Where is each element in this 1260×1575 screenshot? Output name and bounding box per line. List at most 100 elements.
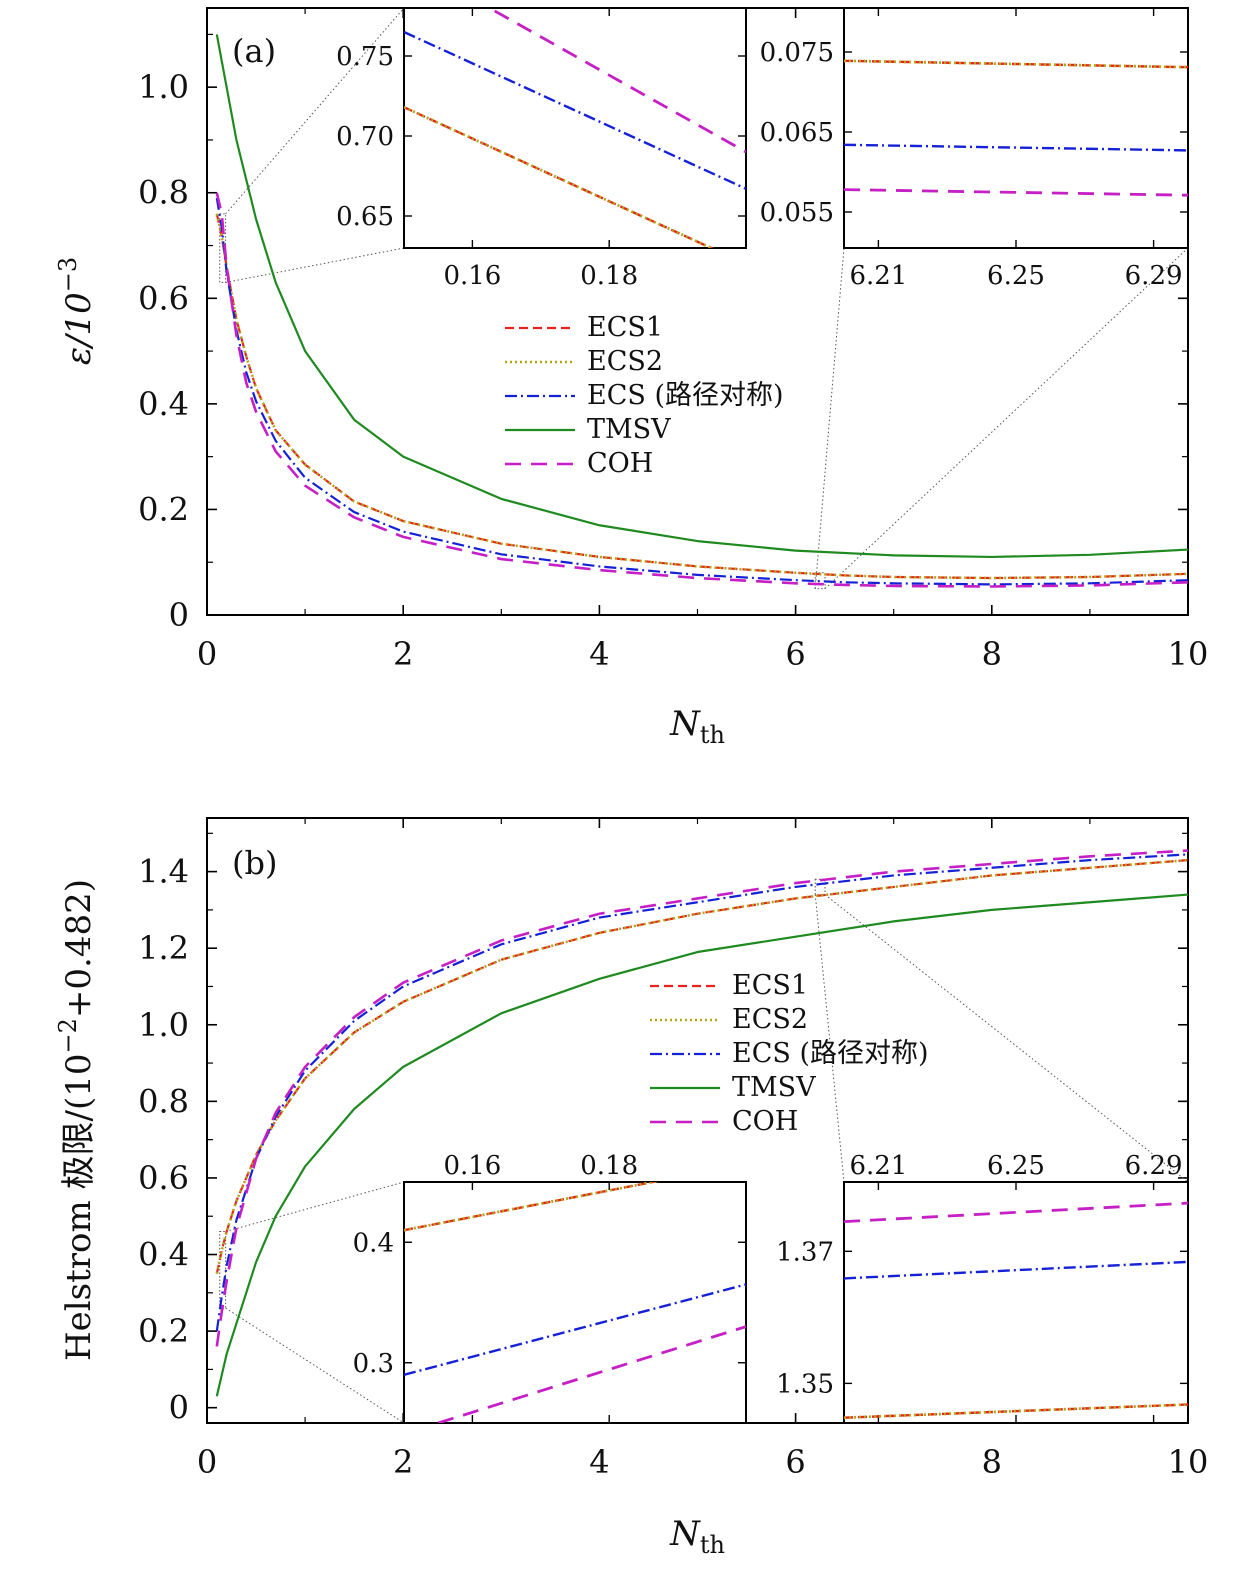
inset-series-line-ecs <box>844 143 1188 152</box>
series-line-coh <box>215 192 1188 588</box>
y-tick-label: 0.6 <box>138 1159 189 1197</box>
inset-series-line-ecs <box>844 1260 1188 1280</box>
x-tick-label: 0 <box>197 635 217 673</box>
y-tick-label: 0 <box>169 596 189 634</box>
legend-entry: TMSV <box>732 1072 816 1103</box>
zoom-connector-line <box>225 7 405 215</box>
inset-x-tick-label: 0.16 <box>443 261 501 291</box>
zoom-connector-line <box>225 247 405 283</box>
inset-series-line-ecs <box>404 1283 746 1376</box>
inset-1: 6.21 6.25 6.29 1.35 1.37 <box>776 1151 1189 1424</box>
legend-entry: ECS1 <box>587 312 663 343</box>
y-tick-label: 0.8 <box>138 1082 189 1120</box>
inset-y-tick-label: 1.35 <box>776 1369 834 1399</box>
inset-y-tick-label: 0.4 <box>353 1228 394 1258</box>
series-line-ecs1 <box>215 213 1188 580</box>
series-line-coh <box>215 849 1188 1347</box>
inset-y-tick-label: 0.065 <box>760 118 834 148</box>
legend-entry: ECS2 <box>587 346 663 377</box>
zoom-connector-line <box>824 247 1189 589</box>
zoom-connector-line <box>225 1181 405 1233</box>
inset-frame <box>843 1181 1189 1424</box>
inset-series-line-ecs2 <box>844 1403 1188 1420</box>
y-axis-label-exponent: −2 <box>54 1018 82 1053</box>
inset-y-tick-label: 0.055 <box>760 198 834 228</box>
inset-x-tick-label: 6.25 <box>987 1151 1045 1181</box>
x-tick-label: 8 <box>982 1443 1002 1481</box>
inset-x-tick-label: 6.25 <box>987 261 1045 291</box>
y-axis-label-tail: +0.482) <box>59 879 99 1018</box>
y-tick-label: 0.6 <box>138 279 189 317</box>
inset-series-line-ecs <box>404 30 746 190</box>
inset-series-group <box>404 1182 746 1423</box>
panel-label: (a) <box>232 32 276 70</box>
legend-entry: COH <box>587 448 653 479</box>
x-tick-label: 4 <box>589 1443 609 1481</box>
x-axis-label-main: N <box>669 704 701 744</box>
inset-frame <box>403 7 747 249</box>
y-tick-label: 0.4 <box>138 385 189 423</box>
y-axis-label: Helstrom 极限/(10−2+0.482) <box>54 879 99 1361</box>
zoom-connector-line <box>814 247 845 589</box>
inset-x-tick-label: 6.21 <box>849 261 907 291</box>
inset-x-tick-label: 0.16 <box>443 1151 501 1181</box>
inset-series-line-coh <box>437 1325 746 1423</box>
x-axis-label: Nth <box>669 704 725 749</box>
x-tick-label: 6 <box>785 1443 805 1481</box>
inset-1: 6.21 6.25 6.29 0.055 0.065 0.075 <box>760 7 1189 291</box>
legend-entry: TMSV <box>587 414 671 445</box>
inset-series-line-coh <box>844 1201 1188 1224</box>
inset-series-group <box>404 8 746 248</box>
legend-entry: ECS (路径对称) <box>732 1038 929 1069</box>
x-axis-label-sub: th <box>700 721 725 749</box>
zoom-region-box <box>814 878 826 896</box>
x-tick-label: 8 <box>982 635 1002 673</box>
series-line-ecs2 <box>215 858 1188 1274</box>
y-axis-label-exponent: −3 <box>54 257 82 292</box>
series-line-tmsv <box>215 893 1188 1397</box>
panel-label: (b) <box>232 844 277 882</box>
x-axis-label-sub: th <box>700 1531 725 1559</box>
inset-series-line-ecs2 <box>844 59 1188 69</box>
panel-b: 0 2 4 6 8 10 0 0.2 0.4 0.6 0.8 1.0 1.2 1.4 Nth Helstrom… <box>54 817 1209 1559</box>
y-tick-label: 0.2 <box>138 490 189 528</box>
panel-a: 0 2 4 6 8 1000.20.40.60.81.0Nthε/10−3(a)ECS1E… <box>54 7 1209 749</box>
inset-series-group <box>844 1201 1188 1420</box>
inset-x-tick-label: 6.29 <box>1125 1151 1183 1181</box>
x-tick-label: 10 <box>1168 1443 1209 1481</box>
legend-entry: ECS2 <box>732 1004 808 1035</box>
inset-series-line-coh <box>844 188 1188 197</box>
legend-entry: COH <box>732 1106 798 1137</box>
inset-y-tick-label: 0.3 <box>353 1349 394 1379</box>
inset-series-group <box>844 59 1188 197</box>
inset-y-tick-label: 1.37 <box>776 1237 834 1267</box>
x-tick-label: 4 <box>589 635 609 673</box>
inset-series-line-coh <box>486 8 746 154</box>
inset-y-tick-label: 0.075 <box>760 38 834 68</box>
inset-x-tick-label: 0.18 <box>580 1151 638 1181</box>
x-axis-label-main: N <box>669 1514 701 1554</box>
x-axis-label: Nth <box>669 1514 725 1559</box>
inset-series-line-ecs1 <box>404 106 714 248</box>
y-tick-label: 0 <box>169 1389 189 1427</box>
inset-frame <box>403 1181 747 1424</box>
legend-entry: ECS (路径对称) <box>587 380 784 411</box>
y-axis-label-main: Helstrom 极限/(10 <box>59 1053 99 1361</box>
y-axis-label-main: ε/10 <box>59 292 99 365</box>
zoom-connector-line <box>814 894 845 1183</box>
x-tick-label: 10 <box>1168 635 1209 673</box>
series-group <box>215 34 1188 588</box>
y-tick-label: 0.8 <box>138 174 189 212</box>
inset-y-tick-label: 0.70 <box>336 122 394 152</box>
series-line-tmsv <box>215 34 1188 559</box>
x-tick-label: 2 <box>393 635 413 673</box>
inset-series-line-ecs1 <box>404 1182 660 1232</box>
y-tick-label: 1.4 <box>138 853 189 891</box>
inset-y-tick-label: 0.75 <box>336 42 394 72</box>
y-axis-label: ε/10−3 <box>54 257 99 365</box>
series-group <box>215 849 1188 1397</box>
inset-0: 0.16 0.18 0.3 0.4 <box>353 1151 747 1424</box>
zoom-connector-line <box>225 1307 405 1424</box>
